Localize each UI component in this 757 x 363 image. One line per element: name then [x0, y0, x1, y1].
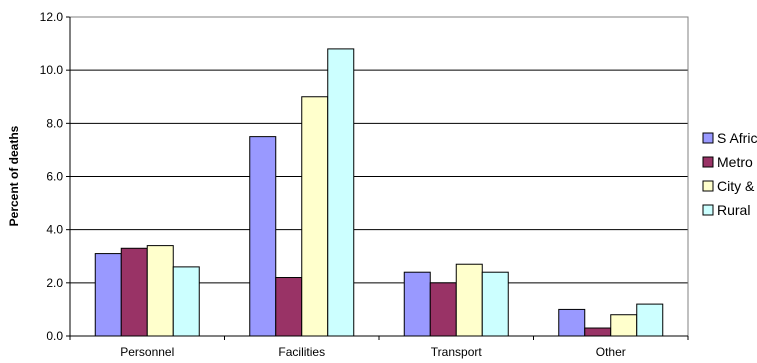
bar-metro-other [584, 327, 612, 337]
y-tick-label: 10.0 [40, 63, 64, 77]
bar-metro-transport [429, 282, 457, 337]
y-axis-ticks: 0.0 2.0 4.0 6.0 8.0 10.0 12.0 [40, 10, 70, 343]
y-tick-label: 4.0 [46, 223, 63, 237]
y-tick-label: 0.0 [46, 329, 63, 343]
y-tick-label: 6.0 [46, 170, 63, 184]
legend: S Africa Metro City & Town Rural [702, 130, 757, 218]
legend-label: City & Town [717, 178, 757, 194]
x-tick-label: Transport [431, 345, 483, 359]
bar-city-town-facilities [301, 96, 329, 337]
legend-swatch [702, 132, 714, 144]
legend-swatch [702, 204, 714, 216]
bar-city-town-transport [455, 263, 483, 337]
y-tick-label: 8.0 [46, 116, 63, 130]
x-tick-label: Other [596, 345, 626, 359]
bar-metro-facilities [275, 277, 303, 337]
bar-s-africa-facilities [249, 136, 277, 337]
legend-swatch [702, 156, 714, 168]
y-tick-label: 12.0 [40, 10, 64, 24]
bar-rural-personnel [172, 266, 200, 337]
bar-rural-facilities [327, 48, 355, 337]
bar-city-town-other [610, 314, 638, 337]
x-axis-ticks: Personnel Facilities Transport Other [69, 336, 689, 359]
bars [94, 48, 664, 337]
legend-label: S Africa [717, 130, 757, 146]
gridlines [70, 16, 688, 284]
y-axis-label: Percent of deaths [7, 125, 21, 226]
x-tick-label: Personnel [120, 345, 174, 359]
x-tick-label: Facilities [278, 345, 325, 359]
bar-s-africa-transport [403, 271, 431, 337]
legend-swatch [702, 180, 714, 192]
legend-label: Rural [717, 202, 750, 218]
legend-label: Metro [717, 154, 753, 170]
bar-metro-personnel [120, 247, 148, 337]
bar-city-town-personnel [146, 245, 174, 337]
bar-rural-transport [481, 271, 509, 337]
bar-s-africa-personnel [94, 253, 122, 337]
y-tick-label: 2.0 [46, 276, 63, 290]
bar-s-africa-other [558, 308, 586, 337]
bar-rural-other [636, 303, 664, 337]
